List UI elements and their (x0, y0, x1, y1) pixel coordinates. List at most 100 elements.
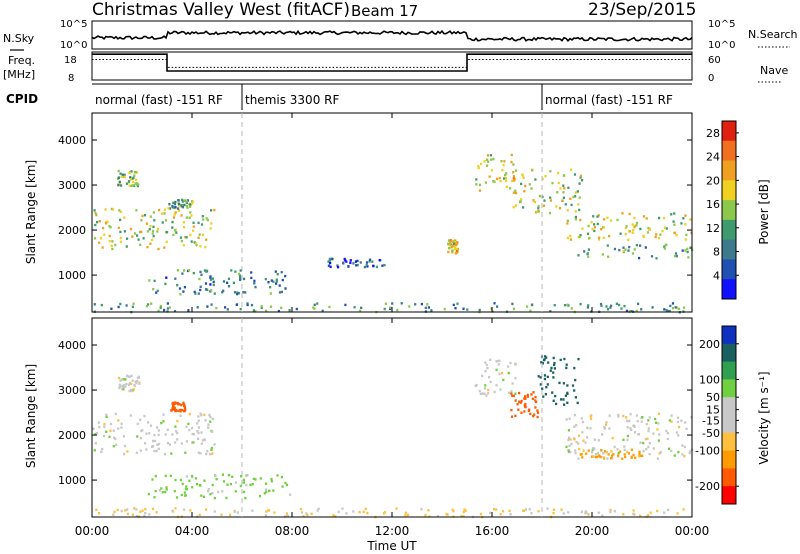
data-cell (681, 249, 684, 252)
data-cell (181, 272, 184, 275)
data-cell (166, 302, 169, 305)
data-cell (280, 271, 283, 274)
data-cell (593, 226, 596, 229)
data-cell (200, 442, 203, 445)
data-cell (574, 378, 577, 382)
data-cell (150, 302, 153, 305)
data-cell (631, 223, 634, 226)
data-cell (659, 451, 662, 454)
data-cell (161, 221, 164, 224)
data-cell (130, 389, 133, 393)
data-cell (128, 389, 131, 393)
data-cell (205, 508, 208, 511)
data-cell (537, 210, 540, 213)
data-cell (158, 489, 161, 492)
data-cell (143, 514, 146, 518)
data-cell (463, 508, 466, 511)
data-cell (670, 449, 673, 453)
data-cell (504, 173, 507, 177)
data-cell (142, 237, 145, 240)
data-cell (489, 380, 492, 384)
data-cell (535, 400, 538, 404)
data-cell (541, 362, 544, 365)
data-cell (349, 259, 352, 262)
data-cell (462, 515, 465, 518)
data-cell (529, 412, 532, 416)
data-cell (674, 231, 677, 235)
data-cell (534, 406, 537, 409)
data-cell (631, 252, 635, 255)
data-cell (511, 302, 514, 306)
data-cell (630, 428, 633, 432)
data-cell (360, 306, 363, 309)
data-cell (236, 511, 239, 514)
data-cell (588, 237, 591, 240)
data-cell (135, 514, 139, 518)
data-cell (201, 439, 204, 442)
data-cell (541, 387, 544, 390)
data-cell (477, 166, 480, 170)
data-cell (130, 382, 133, 386)
data-cell (224, 306, 227, 309)
data-cell (567, 449, 570, 453)
data-cell (619, 232, 622, 235)
data-cell (162, 413, 165, 416)
data-cell (108, 240, 111, 243)
data-cell (173, 229, 177, 232)
data-cell (684, 249, 687, 252)
data-cell (607, 255, 610, 258)
data-cell (577, 203, 580, 206)
data-cell (162, 420, 165, 423)
data-cell (160, 421, 163, 425)
data-cell (133, 383, 136, 387)
data-cell (345, 260, 348, 263)
data-cell (635, 221, 639, 225)
data-cell (456, 249, 459, 253)
data-cell (624, 248, 627, 251)
data-cell (250, 303, 254, 307)
data-cell (176, 438, 179, 441)
data-cell (179, 236, 183, 239)
data-cell (93, 209, 96, 212)
data-cell (587, 224, 590, 228)
data-cell (647, 514, 650, 517)
data-cell (622, 513, 625, 516)
data-cell (184, 408, 187, 411)
data-cell (321, 309, 324, 312)
data-cell (558, 381, 561, 385)
power-colorbar: 4 8 12 16 20 24 28 (706, 120, 739, 300)
data-cell (126, 237, 129, 240)
data-cell (209, 415, 212, 419)
data-cell (624, 226, 627, 230)
data-cell (258, 494, 262, 498)
data-cell (551, 391, 554, 394)
data-cell (627, 452, 630, 455)
data-cell (665, 227, 668, 230)
power-panel: 1000 2000 3000 4000 Slant Range [km] 4 8 12 16… (24, 112, 771, 314)
data-cell (601, 433, 604, 436)
data-cell (622, 246, 625, 249)
data-cell (153, 279, 156, 283)
data-cell (492, 180, 495, 183)
data-cell (531, 303, 534, 306)
data-cell (327, 260, 330, 263)
data-cell (167, 207, 170, 210)
data-cell (648, 416, 651, 419)
data-cell (232, 281, 235, 284)
y-tick-label: 2000 (58, 224, 86, 237)
data-cell (551, 181, 554, 185)
data-cell (539, 376, 542, 379)
data-cell (566, 219, 569, 222)
velocity-cells (92, 355, 694, 519)
data-cell (454, 252, 457, 255)
data-cell (549, 369, 552, 372)
data-cell (211, 452, 214, 455)
data-cell (204, 282, 208, 285)
data-cell (626, 426, 629, 429)
data-cell (163, 212, 166, 215)
data-cell (207, 423, 210, 426)
data-cell (227, 473, 230, 477)
data-cell (117, 305, 120, 309)
data-cell (570, 442, 573, 446)
data-cell (252, 477, 255, 481)
